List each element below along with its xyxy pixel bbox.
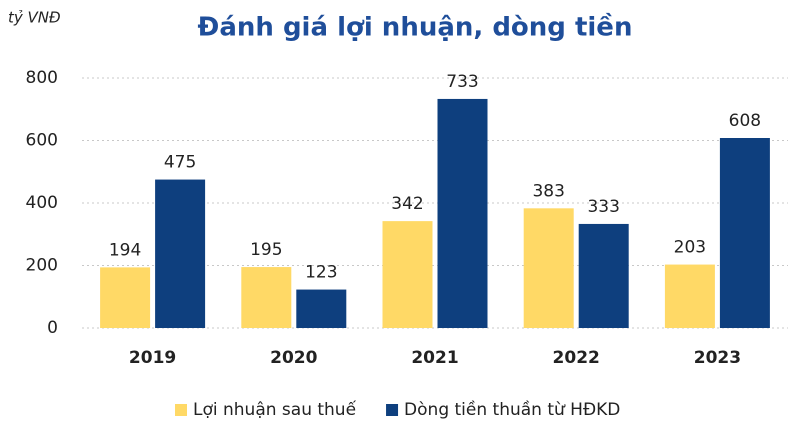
unit-label: tỷ VNĐ [8, 9, 61, 27]
bar [719, 138, 770, 328]
legend-label: Dòng tiền thuần từ HĐKD [404, 399, 620, 420]
data-label: 203 [674, 238, 706, 258]
data-label: 194 [109, 240, 141, 260]
bar [296, 289, 347, 328]
x-tick-label: 2023 [694, 348, 741, 368]
data-label: 608 [729, 111, 761, 131]
data-label: 733 [446, 72, 478, 92]
bar [100, 267, 151, 328]
x-tick-label: 2022 [553, 348, 600, 368]
bar [382, 221, 433, 328]
x-tick-label: 2021 [411, 348, 458, 368]
x-tick-label: 2020 [270, 348, 317, 368]
y-tick-label: 400 [26, 193, 58, 213]
data-label: 333 [587, 197, 619, 217]
y-tick-label: 600 [26, 131, 58, 151]
bar [578, 223, 629, 328]
data-label: 123 [305, 263, 337, 283]
bar [155, 179, 206, 328]
x-tick-label: 2019 [129, 348, 176, 368]
data-label: 195 [250, 240, 282, 260]
y-tick-label: 800 [26, 68, 58, 88]
data-label: 475 [164, 153, 196, 173]
legend-swatch [386, 404, 399, 416]
y-tick-label: 200 [26, 256, 58, 276]
bar [664, 264, 715, 328]
bar [437, 98, 488, 328]
bar [523, 208, 574, 328]
legend-swatch [175, 404, 187, 416]
y-tick-label: 0 [47, 318, 58, 338]
bar [241, 267, 292, 328]
chart-title: Đánh giá lợi nhuận, dòng tiền [198, 12, 633, 43]
data-label: 383 [532, 181, 564, 201]
data-label: 342 [391, 194, 423, 214]
legend-label: Lợi nhuận sau thuế [193, 399, 357, 420]
